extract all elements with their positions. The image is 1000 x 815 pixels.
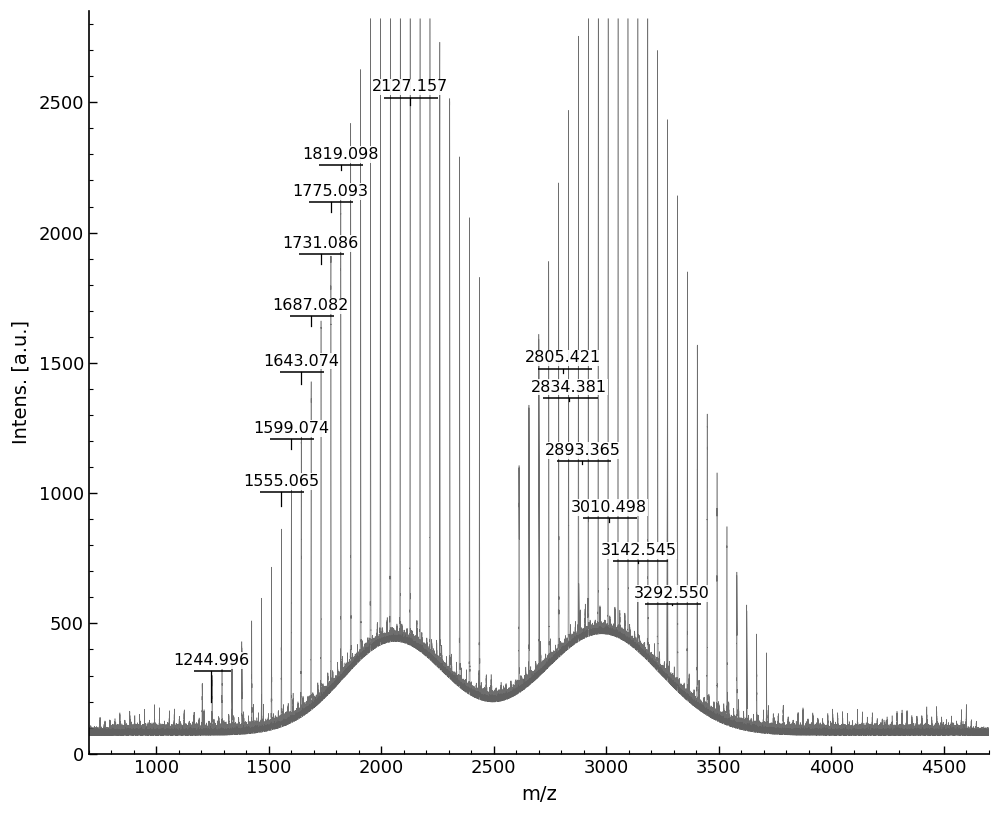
Text: 3142.545: 3142.545: [600, 543, 676, 557]
Text: 3292.550: 3292.550: [634, 586, 710, 601]
Text: 3010.498: 3010.498: [571, 500, 647, 515]
Text: 2127.157: 2127.157: [372, 80, 448, 95]
Text: 1555.065: 1555.065: [243, 474, 319, 489]
Text: 2805.421: 2805.421: [524, 350, 601, 365]
Text: 1687.082: 1687.082: [273, 298, 349, 313]
Text: 1244.996: 1244.996: [173, 653, 250, 667]
Text: 1819.098: 1819.098: [302, 148, 379, 162]
Y-axis label: Intens. [a.u.]: Intens. [a.u.]: [11, 320, 30, 444]
Text: 2834.381: 2834.381: [531, 380, 607, 394]
Text: 1775.093: 1775.093: [293, 183, 369, 199]
Text: 1599.074: 1599.074: [253, 421, 329, 436]
Text: 1731.086: 1731.086: [283, 236, 359, 251]
Text: 2893.365: 2893.365: [544, 443, 620, 458]
Text: 1643.074: 1643.074: [263, 354, 339, 368]
X-axis label: m/z: m/z: [521, 785, 557, 804]
